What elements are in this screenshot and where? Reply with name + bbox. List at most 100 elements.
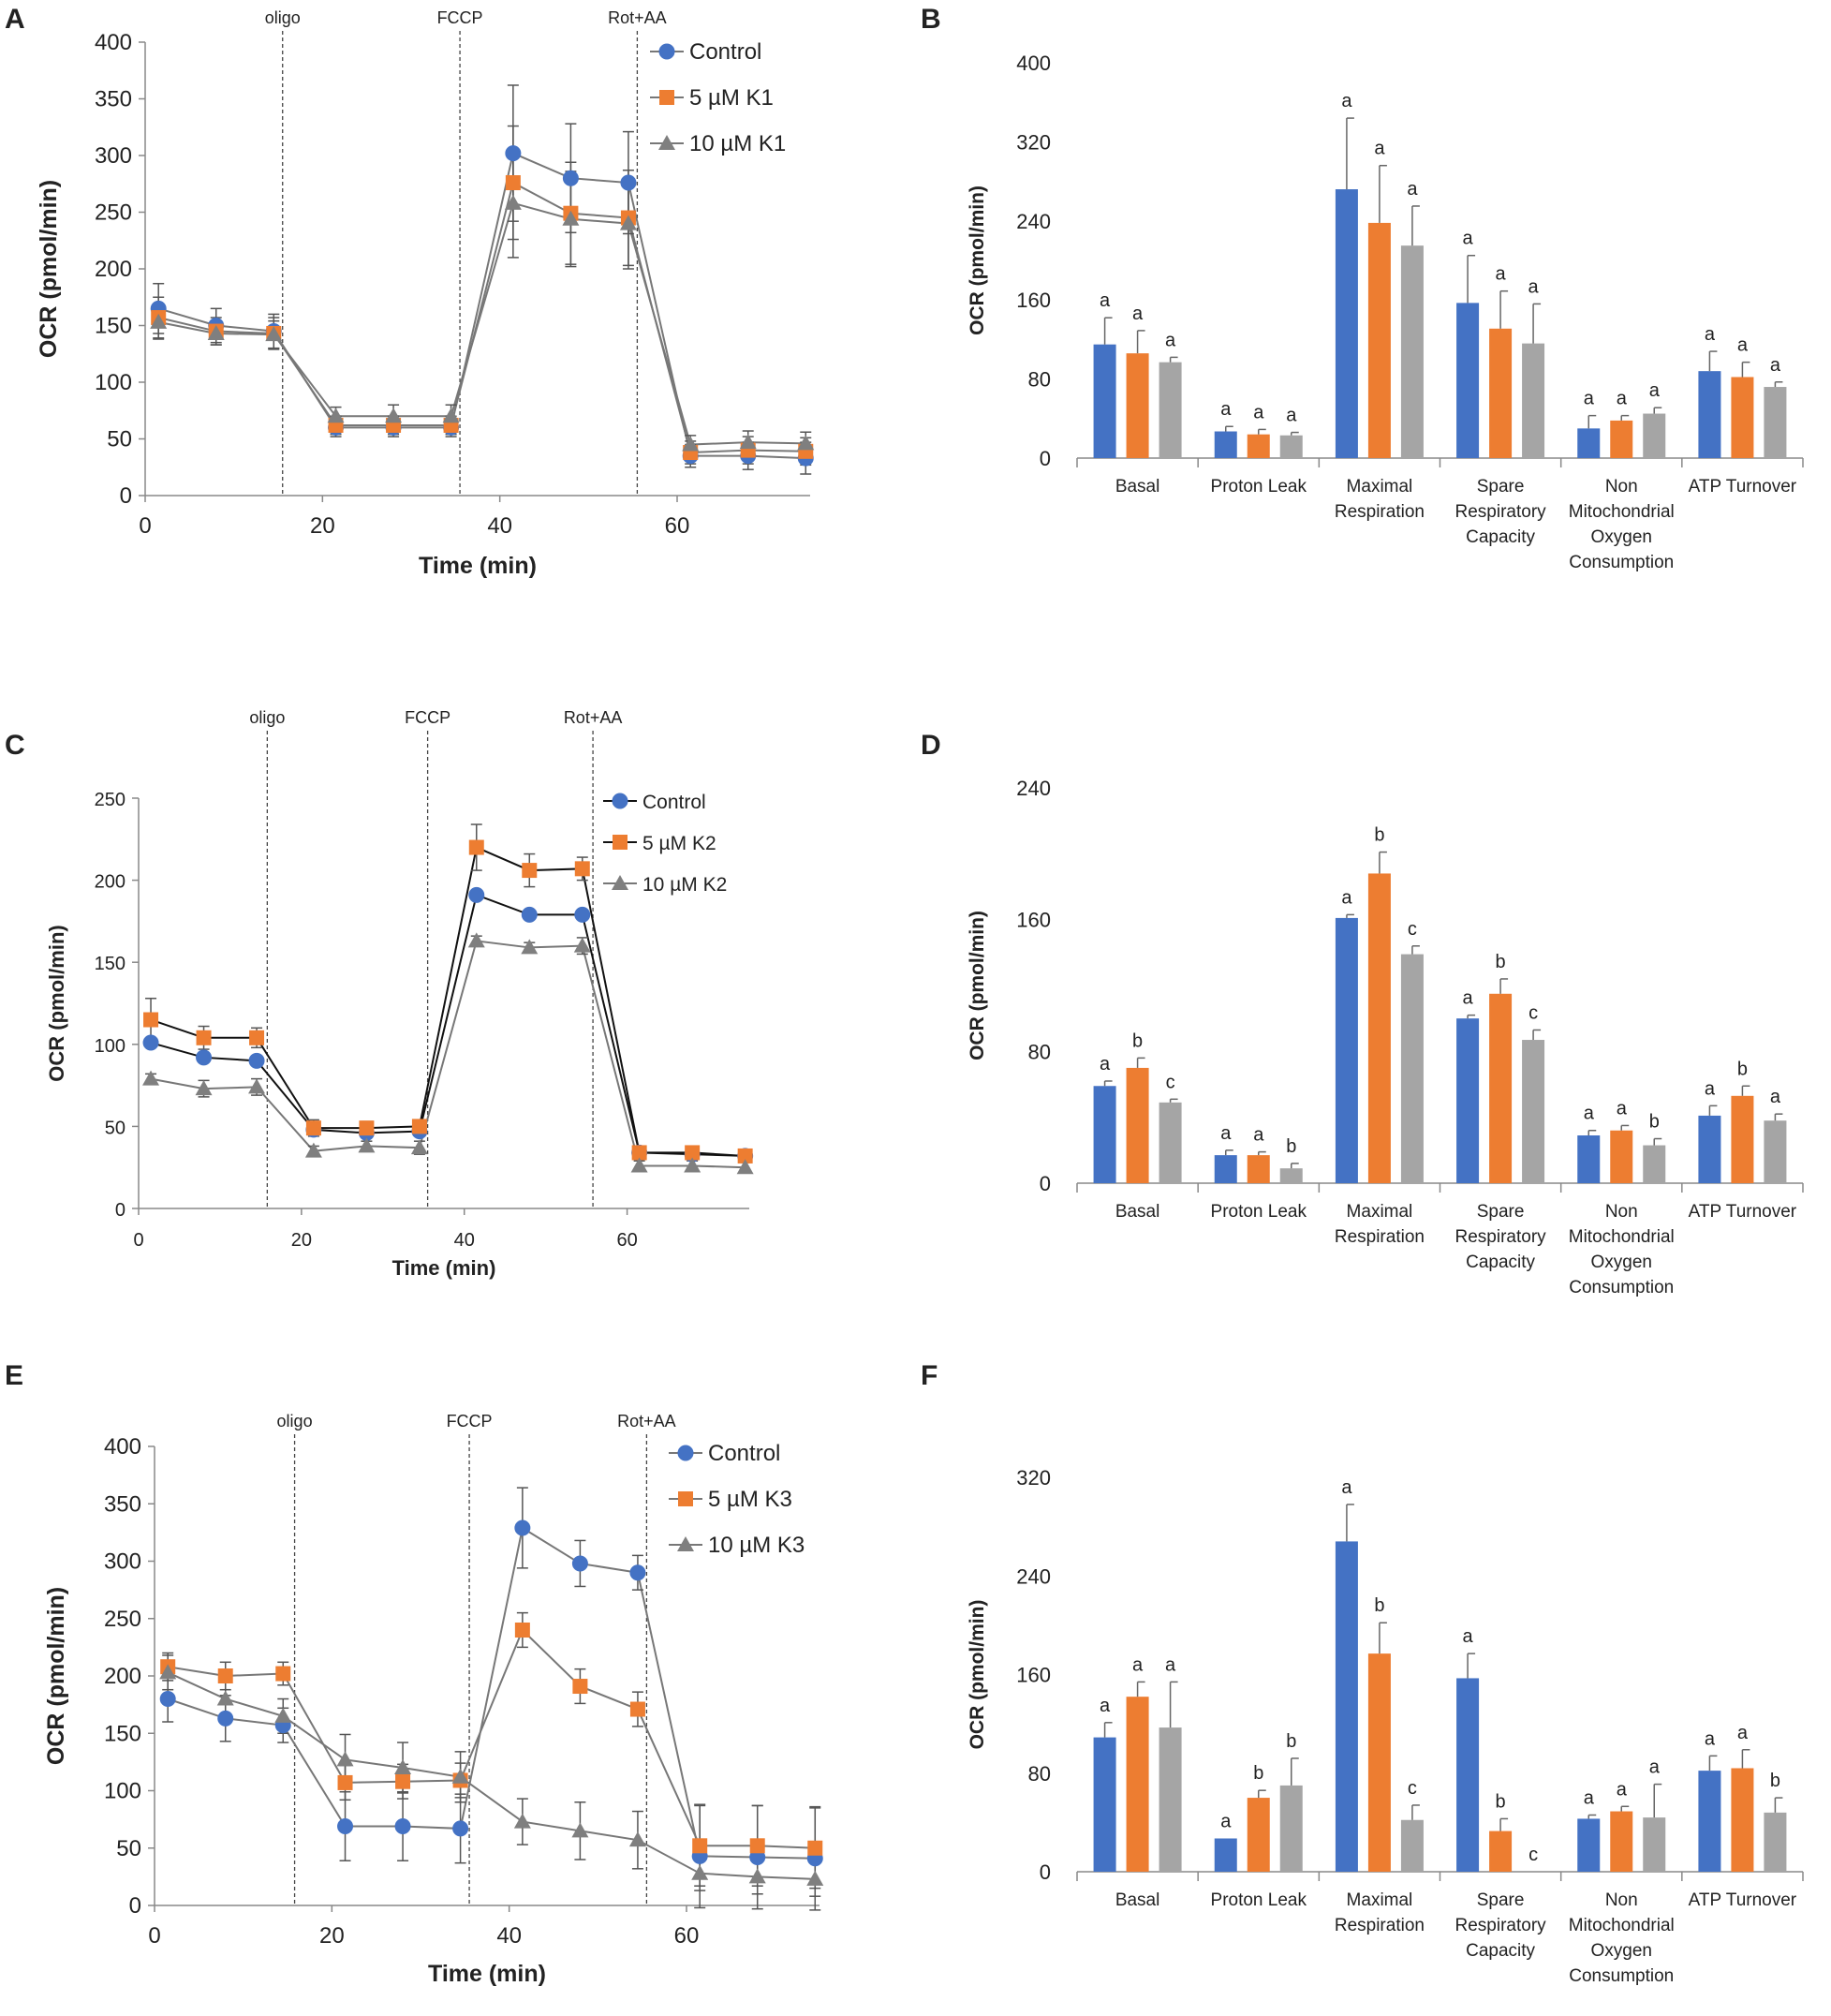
bar bbox=[1456, 1678, 1480, 1872]
x-tick-label: 60 bbox=[616, 1230, 637, 1251]
bar bbox=[1335, 1541, 1358, 1872]
data-point bbox=[628, 1831, 646, 1847]
data-point bbox=[265, 326, 283, 342]
significance-letter: a bbox=[1584, 1104, 1595, 1124]
category-label: Proton Leak bbox=[1211, 1890, 1307, 1910]
significance-letter: b bbox=[1737, 1059, 1748, 1079]
data-point bbox=[442, 408, 460, 423]
data-point bbox=[797, 435, 815, 451]
y-tick-label: 250 bbox=[104, 1607, 141, 1632]
x-tick-label: 20 bbox=[291, 1230, 312, 1251]
data-point bbox=[619, 215, 637, 230]
bar bbox=[1643, 1145, 1666, 1183]
panel-label: F bbox=[921, 1360, 938, 1391]
data-point bbox=[337, 1774, 353, 1790]
y-tick-label: 240 bbox=[1016, 1564, 1051, 1588]
bar bbox=[1279, 1168, 1303, 1183]
bar bbox=[1335, 917, 1358, 1183]
category-label: ATP Turnover bbox=[1689, 1202, 1797, 1222]
bar bbox=[1489, 328, 1513, 458]
legend-label: 10 µM K2 bbox=[642, 874, 727, 896]
significance-letter: a bbox=[1705, 1078, 1716, 1099]
bar bbox=[1400, 245, 1424, 458]
data-point bbox=[207, 324, 225, 340]
significance-letter: a bbox=[1528, 276, 1540, 297]
data-point bbox=[143, 1012, 159, 1028]
bar bbox=[1093, 1086, 1116, 1183]
data-point bbox=[304, 1142, 322, 1158]
legend-marker bbox=[658, 135, 675, 150]
data-point bbox=[749, 1838, 765, 1854]
significance-letter: a bbox=[1341, 91, 1352, 111]
category-label: Respiratory bbox=[1455, 1916, 1547, 1935]
panel-label: C bbox=[5, 730, 25, 761]
category-label: Non bbox=[1605, 1202, 1638, 1222]
injection-label: Rot+AA bbox=[617, 1412, 676, 1430]
injection-label: Rot+AA bbox=[608, 8, 667, 27]
data-point bbox=[505, 145, 522, 162]
legend-label: 5 µM K2 bbox=[642, 833, 716, 854]
significance-letter: a bbox=[1617, 1098, 1628, 1119]
injection-label: FCCP bbox=[405, 708, 450, 727]
bar bbox=[1610, 1811, 1633, 1872]
y-tick-label: 250 bbox=[95, 200, 132, 226]
legend-marker bbox=[612, 793, 628, 809]
bar bbox=[1643, 413, 1666, 458]
bar bbox=[1214, 1838, 1237, 1872]
data-point bbox=[620, 174, 637, 191]
bar bbox=[1279, 1785, 1303, 1872]
category-label: Maximal bbox=[1347, 477, 1413, 497]
significance-letter: a bbox=[1463, 988, 1474, 1009]
significance-letter: b bbox=[1374, 825, 1384, 846]
panel-label: A bbox=[5, 4, 25, 35]
category-label: Mitochondrial bbox=[1569, 502, 1675, 522]
category-label: Capacity bbox=[1466, 1941, 1535, 1961]
bar bbox=[1126, 353, 1149, 458]
y-tick-label: 160 bbox=[1016, 909, 1051, 932]
data-point bbox=[196, 1030, 212, 1045]
y-tick-label: 320 bbox=[1016, 130, 1051, 154]
significance-letter: b bbox=[1374, 1595, 1384, 1616]
data-point bbox=[468, 886, 485, 903]
significance-letter: a bbox=[1496, 264, 1507, 285]
injection-label: Rot+AA bbox=[564, 708, 623, 727]
data-point bbox=[249, 1030, 265, 1045]
y-tick-label: 80 bbox=[1028, 1040, 1051, 1063]
data-point bbox=[522, 863, 538, 879]
category-label: Spare bbox=[1477, 1890, 1525, 1910]
significance-letter: a bbox=[1407, 179, 1418, 200]
category-label: Maximal bbox=[1347, 1890, 1413, 1910]
significance-letter: b bbox=[1286, 1136, 1296, 1157]
category-label: Consumption bbox=[1569, 553, 1674, 572]
bar bbox=[1456, 303, 1480, 458]
y-tick-label: 80 bbox=[1028, 1762, 1051, 1786]
data-point bbox=[737, 1148, 753, 1164]
data-point bbox=[573, 937, 591, 953]
data-point bbox=[807, 1840, 823, 1856]
significance-letter: a bbox=[1649, 1757, 1661, 1778]
significance-letter: b bbox=[1496, 1791, 1506, 1812]
data-point bbox=[521, 906, 538, 923]
y-tick-label: 150 bbox=[95, 314, 132, 339]
data-point bbox=[692, 1838, 708, 1854]
data-point bbox=[631, 1145, 647, 1161]
significance-letter: a bbox=[1705, 1728, 1716, 1749]
series-line bbox=[167, 1671, 816, 1880]
category-label: Consumption bbox=[1569, 1966, 1674, 1986]
data-point bbox=[505, 175, 521, 191]
data-point bbox=[196, 1049, 213, 1066]
data-point bbox=[385, 408, 403, 423]
y-tick-label: 0 bbox=[120, 483, 132, 509]
significance-letter: b bbox=[1132, 1030, 1143, 1051]
bar bbox=[1367, 1653, 1391, 1872]
data-point bbox=[748, 1868, 766, 1884]
y-tick-label: 200 bbox=[95, 257, 132, 282]
category-label: Capacity bbox=[1466, 527, 1535, 547]
legend-marker bbox=[678, 1491, 693, 1506]
bar bbox=[1159, 362, 1182, 458]
legend-marker bbox=[677, 1536, 694, 1551]
injection-label: oligo bbox=[265, 8, 301, 27]
data-point bbox=[410, 1139, 428, 1155]
bar bbox=[1610, 1130, 1633, 1183]
y-axis-title: OCR (pmol/min) bbox=[967, 1600, 988, 1750]
